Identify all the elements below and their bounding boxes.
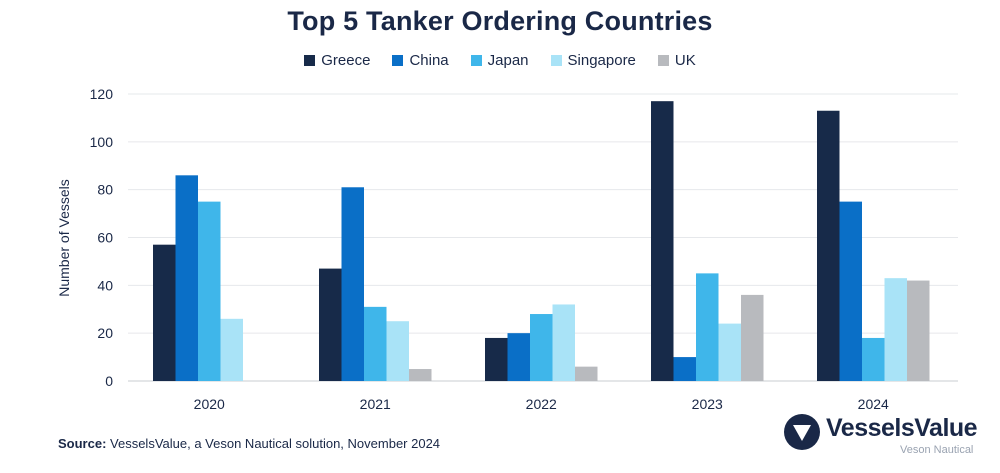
bar-uk-2024 bbox=[907, 280, 930, 381]
bar-japan-2021 bbox=[364, 306, 387, 381]
legend-item-japan: Japan bbox=[470, 52, 529, 69]
legend-item-singapore: Singapore bbox=[550, 52, 636, 69]
x-tick-label: 2024 bbox=[858, 396, 889, 412]
y-tick-label: 0 bbox=[105, 373, 113, 389]
bar-singapore-2020 bbox=[220, 318, 243, 381]
chart-title: Top 5 Tanker Ordering Countries bbox=[287, 6, 713, 36]
legend-swatch-japan bbox=[470, 55, 482, 66]
logo-name: VesselsValue bbox=[826, 414, 978, 442]
legend-label-greece: Greece bbox=[321, 52, 371, 69]
y-tick-label: 120 bbox=[90, 86, 114, 102]
bar-china-2020 bbox=[175, 175, 198, 381]
x-tick-label: 2023 bbox=[692, 396, 723, 412]
bar-greece-2020 bbox=[153, 244, 176, 381]
y-tick-label: 80 bbox=[97, 182, 113, 198]
vesselsvalue-logo: VesselsValue Veson Nautical bbox=[782, 408, 982, 460]
y-tick-label: 100 bbox=[90, 134, 114, 150]
legend-item-greece: Greece bbox=[304, 52, 370, 69]
source-text: VesselsValue, a Veson Nautical solution,… bbox=[106, 436, 441, 451]
x-tick-label: 2022 bbox=[526, 396, 557, 412]
x-tick-label: 2020 bbox=[194, 396, 225, 412]
legend-label-singapore: Singapore bbox=[567, 52, 636, 69]
chart-legend: Greece China Japan Singapore UK bbox=[0, 52, 1000, 69]
bar-china-2022 bbox=[507, 333, 530, 381]
bar-china-2021 bbox=[341, 187, 364, 381]
bar-japan-2024 bbox=[862, 337, 885, 381]
legend-item-uk: UK bbox=[657, 52, 696, 69]
source-label: Source: bbox=[58, 436, 107, 451]
legend-swatch-china bbox=[392, 55, 404, 66]
legend-item-china: China bbox=[392, 52, 449, 69]
bar-uk-2023 bbox=[741, 294, 764, 381]
bar-singapore-2021 bbox=[386, 321, 409, 381]
bar-singapore-2023 bbox=[718, 323, 741, 381]
bar-greece-2023 bbox=[651, 101, 674, 382]
source-note: Source: VesselsValue, a Veson Nautical s… bbox=[58, 436, 440, 451]
bar-china-2024 bbox=[839, 201, 862, 381]
legend-swatch-singapore bbox=[550, 55, 562, 66]
bar-singapore-2024 bbox=[884, 278, 907, 381]
legend-swatch-uk bbox=[657, 55, 669, 66]
legend-label-uk: UK bbox=[674, 52, 696, 69]
bar-greece-2024 bbox=[817, 110, 840, 381]
logo-subtitle: Veson Nautical bbox=[900, 444, 974, 456]
bar-china-2023 bbox=[673, 357, 696, 381]
bar-japan-2022 bbox=[530, 314, 553, 381]
legend-label-japan: Japan bbox=[487, 52, 529, 69]
legend-swatch-greece bbox=[304, 55, 316, 66]
y-tick-label: 60 bbox=[97, 230, 113, 246]
bar-japan-2023 bbox=[696, 273, 719, 381]
bar-japan-2020 bbox=[198, 201, 221, 381]
bar-uk-2021 bbox=[409, 369, 432, 381]
bar-greece-2021 bbox=[319, 268, 342, 381]
bar-uk-2022 bbox=[575, 366, 598, 381]
y-axis-label: Number of Vessels bbox=[56, 179, 72, 297]
bar-singapore-2022 bbox=[552, 304, 575, 381]
y-tick-label: 20 bbox=[97, 325, 113, 341]
bar-greece-2022 bbox=[485, 337, 508, 381]
legend-label-china: China bbox=[409, 52, 449, 69]
y-tick-label: 40 bbox=[97, 277, 113, 293]
vesselsvalue-logo-icon bbox=[784, 414, 820, 450]
x-tick-label: 2021 bbox=[360, 396, 391, 412]
